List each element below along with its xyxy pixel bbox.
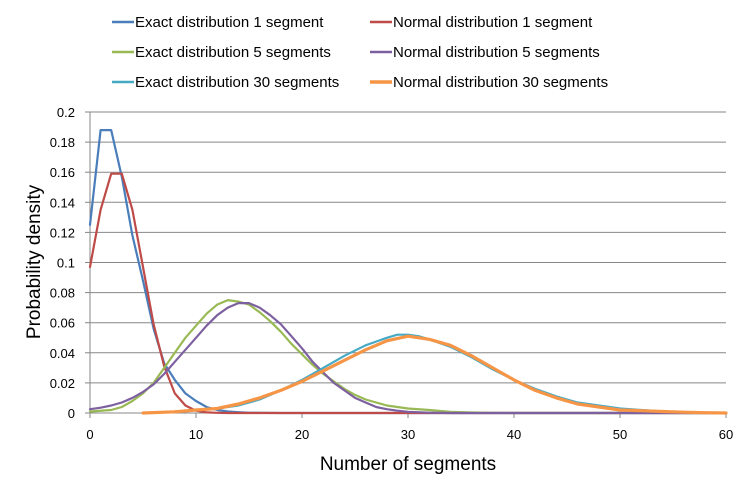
x-tick-label: 50 <box>613 427 627 442</box>
series-line-6 <box>141 334 728 415</box>
x-tick-labels: 0 10 20 30 40 50 60 <box>86 413 733 442</box>
x-tick-label: 30 <box>401 427 415 442</box>
y-tick-label: 0.04 <box>50 346 75 361</box>
gridlines <box>90 111 726 384</box>
y-tick-label: 0.02 <box>50 376 75 391</box>
y-tick-label: 0.06 <box>50 316 75 331</box>
y-tick-labels: 0 0.02 0.04 0.06 0.08 0.1 0.12 0.14 0.16 0.18 0.2 <box>50 105 90 421</box>
x-tick-label: 20 <box>295 427 309 442</box>
y-tick-label: 0.08 <box>50 286 75 301</box>
series-line-4 <box>88 302 728 415</box>
legend-label-1: Exact distribution 1 segment <box>135 14 324 31</box>
y-tick-label: 0.18 <box>50 135 75 150</box>
y-tick-label: 0.12 <box>50 225 75 240</box>
y-tick-label: 0.2 <box>57 105 75 120</box>
x-tick-label: 0 <box>86 427 93 442</box>
legend-label-5: Exact distribution 30 segments <box>135 74 339 91</box>
legend: Exact distribution 1 segment Normal distr… <box>112 14 608 91</box>
y-tick-label: 0.14 <box>50 195 75 210</box>
legend-label-3: Exact distribution 5 segments <box>135 44 331 61</box>
x-tick-label: 40 <box>507 427 521 442</box>
y-tick-label: 0 <box>68 406 75 421</box>
series-line-3 <box>88 299 728 415</box>
y-tick-label: 0.16 <box>50 165 75 180</box>
x-axis-title: Number of segments <box>320 454 496 475</box>
y-tick-label: 0.1 <box>57 256 75 271</box>
x-tick-label: 60 <box>719 427 733 442</box>
x-tick-label: 10 <box>189 427 203 442</box>
legend-label-2: Normal distribution 1 segment <box>393 14 593 31</box>
legend-label-6: Normal distribution 30 segments <box>393 74 608 91</box>
legend-label-4: Normal distribution 5 segments <box>393 44 600 61</box>
series-line-2 <box>88 172 728 415</box>
y-axis-title: Probability density <box>24 184 45 339</box>
series-lines <box>88 129 728 415</box>
series-line-5 <box>141 333 728 415</box>
